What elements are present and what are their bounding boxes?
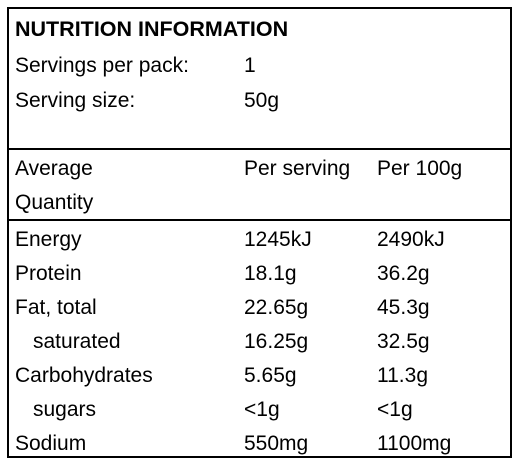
row-serving-energy: 1245kJ bbox=[244, 228, 312, 251]
row-serving-saturated: 16.25g bbox=[244, 330, 309, 353]
row-100g-carbohydrates: 11.3g bbox=[377, 364, 428, 387]
servings-value: 1 bbox=[244, 54, 256, 77]
row-label-sugars: sugars bbox=[33, 398, 97, 421]
row-serving-protein: 18.1g bbox=[244, 262, 297, 285]
row-100g-sodium: 1100mg bbox=[377, 432, 452, 455]
row-label-fat-total: Fat, total bbox=[15, 296, 97, 319]
header-per-serving: Per serving bbox=[244, 157, 351, 180]
row-100g-sugars: <1g bbox=[377, 398, 413, 421]
header-average: Average bbox=[15, 157, 93, 180]
row-100g-energy: 2490kJ bbox=[377, 228, 445, 251]
row-serving-sodium: 550mg bbox=[244, 432, 309, 455]
row-label-saturated: saturated bbox=[33, 330, 121, 353]
panel-title: NUTRITION INFORMATION bbox=[15, 17, 289, 41]
header-quantity: Quantity bbox=[15, 191, 94, 214]
row-serving-fat-total: 22.65g bbox=[244, 296, 309, 319]
row-label-protein: Protein bbox=[15, 262, 82, 285]
row-label-carbohydrates: Carbohydrates bbox=[15, 364, 153, 387]
row-serving-carbohydrates: 5.65g bbox=[244, 364, 297, 387]
row-serving-sugars: <1g bbox=[244, 398, 280, 421]
row-label-energy: Energy bbox=[15, 228, 82, 251]
divider-header bbox=[9, 219, 510, 221]
row-100g-protein: 36.2g bbox=[377, 262, 430, 285]
serving-size-label: Serving size: bbox=[15, 89, 136, 112]
row-100g-saturated: 32.5g bbox=[377, 330, 430, 353]
header-per-100g: Per 100g bbox=[377, 157, 463, 180]
row-100g-fat-total: 45.3g bbox=[377, 296, 430, 319]
servings-label: Servings per pack: bbox=[15, 54, 189, 77]
row-label-sodium: Sodium bbox=[15, 432, 87, 455]
nutrition-panel: NUTRITION INFORMATION Servings per pack:… bbox=[7, 7, 512, 458]
divider-top bbox=[9, 148, 510, 150]
serving-size-value: 50g bbox=[244, 89, 280, 112]
